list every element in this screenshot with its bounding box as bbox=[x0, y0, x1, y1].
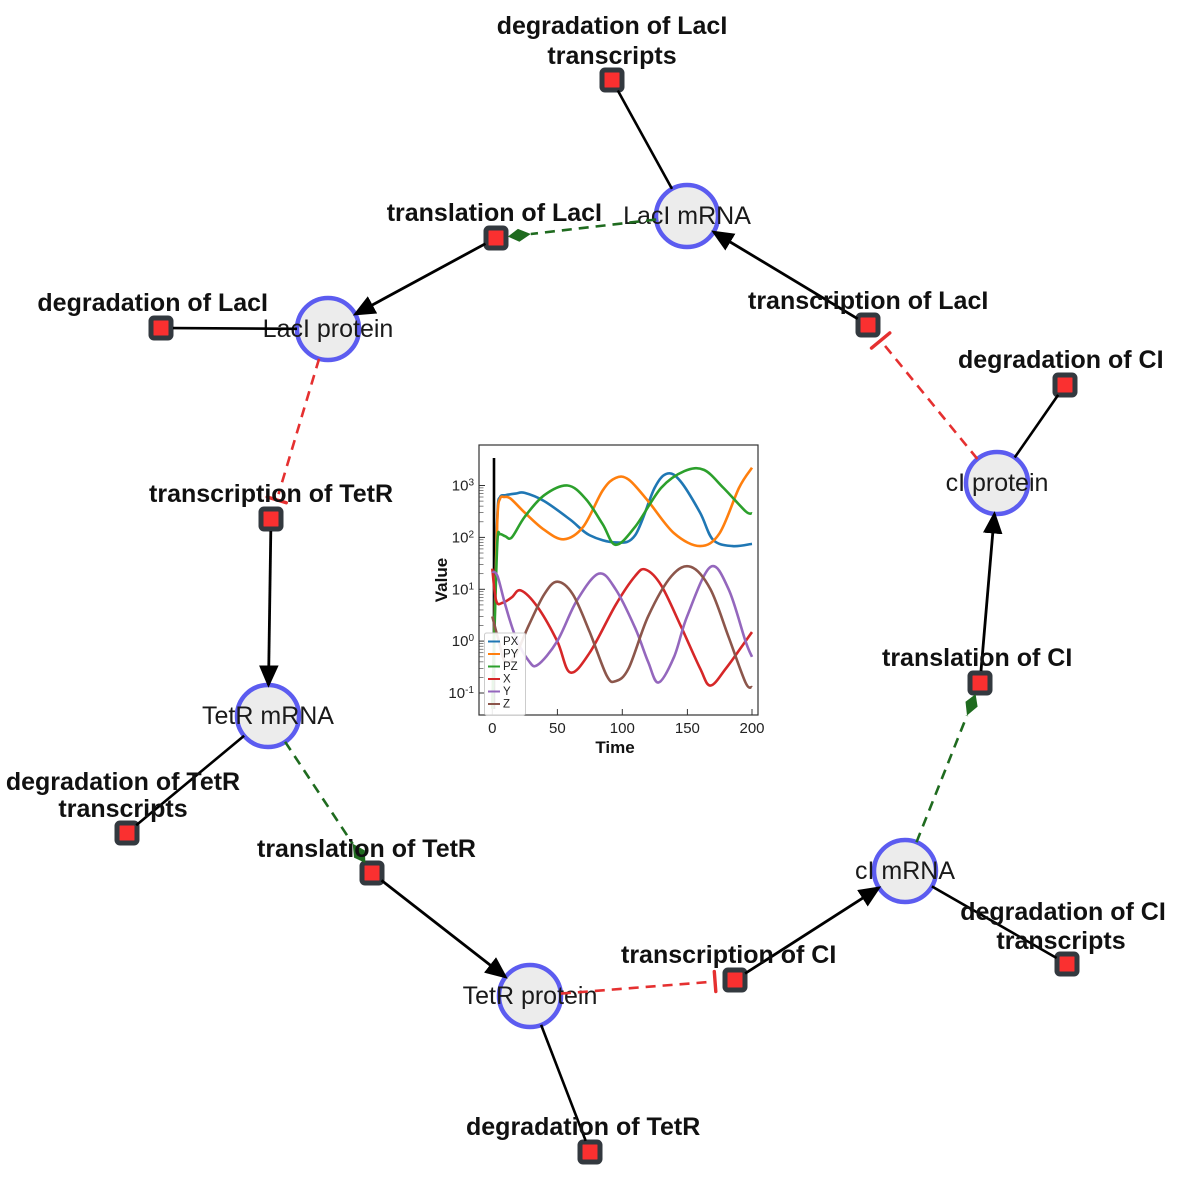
svg-text:101: 101 bbox=[452, 581, 475, 599]
svg-text:transcription of CI: transcription of CI bbox=[621, 941, 836, 969]
svg-text:degradation of LacI: degradation of LacI bbox=[497, 12, 728, 40]
svg-text:LacI mRNA: LacI mRNA bbox=[623, 202, 751, 230]
svg-text:degradation of TetR: degradation of TetR bbox=[466, 1113, 700, 1141]
svg-text:transcripts: transcripts bbox=[996, 927, 1125, 955]
svg-text:degradation of TetR: degradation of TetR bbox=[6, 768, 240, 796]
svg-text:100: 100 bbox=[610, 720, 635, 737]
svg-text:translation of LacI: translation of LacI bbox=[387, 199, 602, 227]
svg-text:PX: PX bbox=[503, 636, 519, 648]
svg-text:transcripts: transcripts bbox=[547, 42, 676, 70]
svg-text:150: 150 bbox=[675, 720, 700, 737]
svg-text:transcripts: transcripts bbox=[58, 795, 187, 823]
svg-text:Value: Value bbox=[432, 558, 451, 602]
svg-text:transcription of LacI: transcription of LacI bbox=[748, 287, 988, 315]
svg-text:0: 0 bbox=[488, 720, 496, 737]
svg-text:degradation of LacI: degradation of LacI bbox=[37, 289, 268, 317]
svg-text:100: 100 bbox=[452, 633, 475, 651]
svg-text:translation of TetR: translation of TetR bbox=[257, 835, 476, 863]
svg-text:50: 50 bbox=[549, 720, 566, 737]
svg-text:TetR protein: TetR protein bbox=[463, 982, 598, 1010]
svg-text:10-1: 10-1 bbox=[448, 685, 474, 703]
svg-text:PZ: PZ bbox=[503, 661, 518, 673]
svg-text:cI mRNA: cI mRNA bbox=[855, 857, 955, 885]
svg-text:transcription of TetR: transcription of TetR bbox=[149, 480, 393, 508]
svg-text:degradation of CI: degradation of CI bbox=[958, 346, 1164, 374]
svg-text:103: 103 bbox=[452, 477, 475, 495]
svg-text:TetR mRNA: TetR mRNA bbox=[202, 702, 334, 730]
svg-text:102: 102 bbox=[452, 529, 475, 547]
svg-text:200: 200 bbox=[739, 720, 764, 737]
svg-text:PY: PY bbox=[503, 649, 519, 661]
svg-text:Time: Time bbox=[595, 738, 634, 757]
svg-text:Y: Y bbox=[503, 686, 511, 698]
svg-text:degradation of CI: degradation of CI bbox=[960, 898, 1166, 926]
svg-text:translation of CI: translation of CI bbox=[882, 644, 1072, 672]
svg-text:Z: Z bbox=[503, 699, 510, 711]
svg-text:cI protein: cI protein bbox=[946, 469, 1049, 497]
svg-text:X: X bbox=[503, 674, 511, 686]
